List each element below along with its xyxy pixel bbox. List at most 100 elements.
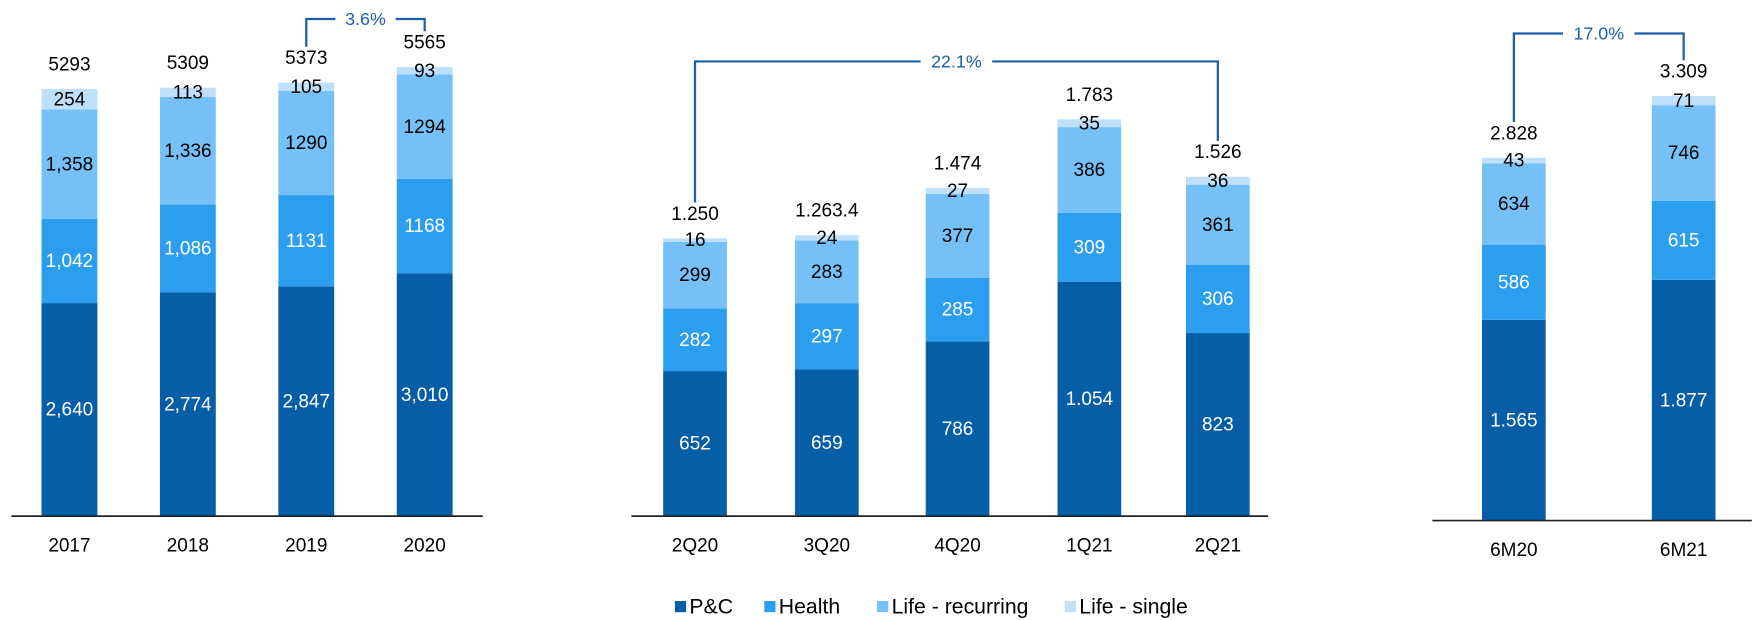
total-label: 1.250 [671, 204, 719, 225]
bar-segment [396, 178, 453, 274]
total-label: 3.309 [1660, 62, 1708, 83]
total-label: 1.526 [1194, 142, 1242, 163]
bar-segment [278, 90, 335, 196]
growth-annotation: 22.1% [931, 51, 982, 71]
legend-swatch [877, 601, 889, 613]
bar-segment [663, 241, 727, 309]
bar-segment [396, 74, 453, 179]
bar-segment [1651, 200, 1716, 280]
value-label: 306 [1202, 289, 1234, 310]
value-label: 659 [811, 433, 843, 454]
total-label: 1.263.4 [795, 201, 858, 222]
annotation-bg [335, 7, 396, 31]
bar-segment [663, 308, 727, 372]
total-label: 5565 [404, 33, 446, 54]
growth-annotation: 17.0% [1573, 23, 1624, 43]
bar-segment [1057, 281, 1122, 517]
bar-segment [159, 204, 216, 293]
value-label: 634 [1498, 194, 1530, 215]
value-label: 282 [679, 330, 711, 351]
value-label: 35 [1079, 113, 1100, 134]
value-label: 1168 [404, 216, 445, 237]
bar-segment [795, 369, 859, 517]
bar-segment [41, 88, 98, 110]
legend-label: Health [779, 595, 840, 618]
value-label: 361 [1202, 215, 1234, 236]
bar-segment [278, 82, 335, 91]
bar-segment [396, 273, 453, 517]
bar-segment [159, 87, 216, 97]
legend-swatch [764, 601, 776, 613]
value-label: 1,042 [46, 251, 94, 272]
total-label: 2.828 [1490, 123, 1538, 144]
x-tick-label: 4Q20 [934, 535, 980, 556]
bar-segment [1482, 163, 1546, 245]
x-tick-label: 2Q20 [672, 535, 718, 556]
bar-segment [1057, 212, 1122, 282]
value-label: 1294 [404, 117, 446, 138]
bar-segment [41, 218, 98, 304]
bar-segment [925, 194, 990, 278]
value-label: 1,086 [164, 239, 212, 260]
bar-segment [925, 341, 990, 517]
bar-segment [663, 371, 727, 517]
value-label: 3,010 [401, 385, 449, 406]
bar-segment [795, 303, 859, 370]
legend-label: Life - recurring [892, 595, 1029, 618]
value-label: 652 [679, 434, 711, 455]
bar-segment [1651, 279, 1716, 521]
value-label: 309 [1074, 237, 1106, 258]
total-label: 1.783 [1066, 85, 1114, 106]
x-tick-label: 2020 [404, 535, 446, 556]
bar-segment [278, 195, 335, 287]
value-label: 615 [1668, 230, 1700, 251]
legend-label: Life - single [1079, 595, 1188, 618]
bar-segment [1057, 119, 1122, 128]
value-label: 283 [811, 262, 843, 283]
annotation-bg [920, 50, 993, 73]
bar-segment [1482, 157, 1546, 164]
value-label: 24 [816, 228, 837, 249]
bar-segment [41, 303, 98, 517]
bar-segment [159, 96, 216, 205]
bar-segment [925, 188, 990, 195]
value-label: 299 [679, 265, 711, 286]
value-label: 105 [290, 77, 322, 98]
value-label: 2,847 [283, 391, 331, 412]
value-label: 2,640 [46, 400, 94, 421]
total-label: 5373 [285, 48, 327, 69]
value-label: 746 [1668, 143, 1700, 164]
bar-segment [1651, 105, 1716, 201]
x-tick-label: 3Q20 [804, 535, 850, 556]
total-label: 5309 [167, 53, 209, 74]
x-tick-label: 6M21 [1660, 540, 1708, 561]
annotation-bg [1563, 22, 1635, 45]
bar-segment [1482, 319, 1546, 521]
value-label: 786 [942, 419, 974, 440]
bar-segment [159, 292, 216, 517]
bar-segment [795, 240, 859, 304]
value-label: 27 [947, 181, 968, 202]
bar-segment [278, 286, 335, 517]
bar-segment [41, 109, 98, 219]
value-label: 2,774 [164, 394, 212, 415]
value-label: 386 [1074, 160, 1106, 181]
total-label: 5293 [48, 54, 90, 75]
bar-segment [925, 277, 990, 342]
value-label: 1131 [286, 231, 327, 252]
x-tick-label: 2018 [167, 535, 209, 556]
value-label: 43 [1503, 151, 1524, 172]
bar-segment [1057, 127, 1122, 213]
x-tick-label: 2Q21 [1195, 535, 1241, 556]
value-label: 93 [414, 61, 435, 82]
value-label: 586 [1498, 272, 1530, 293]
bar-segment [1186, 264, 1250, 334]
value-label: 36 [1207, 171, 1228, 192]
bar-segment [795, 235, 859, 241]
value-label: 71 [1673, 91, 1694, 112]
value-label: 377 [942, 226, 974, 247]
value-label: 1,358 [46, 154, 94, 175]
total-label: 1.474 [934, 154, 982, 175]
value-label: 1,336 [164, 141, 212, 162]
